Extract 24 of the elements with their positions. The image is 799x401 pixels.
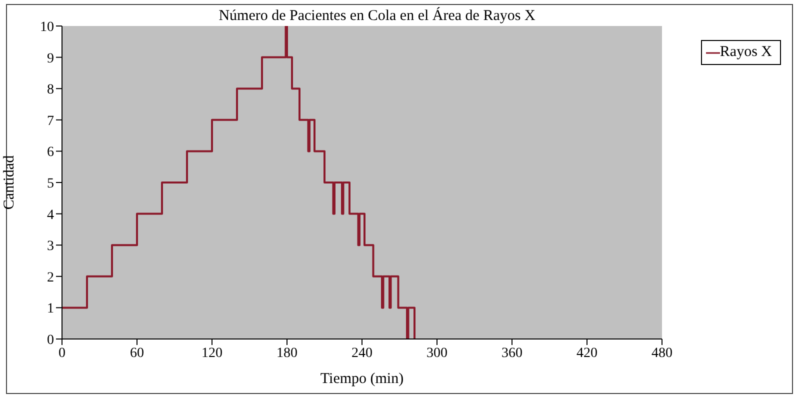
y-tick-label: 3	[47, 239, 54, 254]
y-tick-label: 7	[47, 114, 54, 129]
x-tick-label: 120	[202, 346, 222, 361]
y-axis-title: Cantidad	[1, 154, 18, 210]
chart-title: Número de Pacientes en Cola en el Área de Rayos X	[218, 8, 536, 25]
y-tick-label: 2	[47, 270, 54, 286]
x-tick-label: 420	[576, 346, 598, 361]
x-tick-label: 180	[276, 346, 298, 361]
x-tick-label: 240	[352, 346, 372, 361]
y-tick-label: 10	[40, 20, 54, 35]
y-tick-label: 4	[47, 208, 54, 223]
x-tick-label: 480	[652, 346, 672, 361]
y-tick-label: 5	[47, 176, 54, 192]
legend-label: Rayos X	[720, 44, 772, 61]
x-axis-title: Tiempo (min)	[320, 371, 404, 387]
x-tick-label: 60	[130, 346, 144, 361]
y-tick-label: 0	[47, 332, 54, 348]
y-tick-label: 9	[47, 51, 54, 66]
x-tick-label: 360	[502, 346, 522, 361]
y-tick-label: 1	[47, 302, 54, 317]
x-tick-label: 300	[426, 346, 448, 361]
y-tick-label: 8	[47, 82, 54, 98]
y-tick-label: 6	[47, 145, 54, 160]
x-tick-label: 0	[58, 346, 66, 361]
